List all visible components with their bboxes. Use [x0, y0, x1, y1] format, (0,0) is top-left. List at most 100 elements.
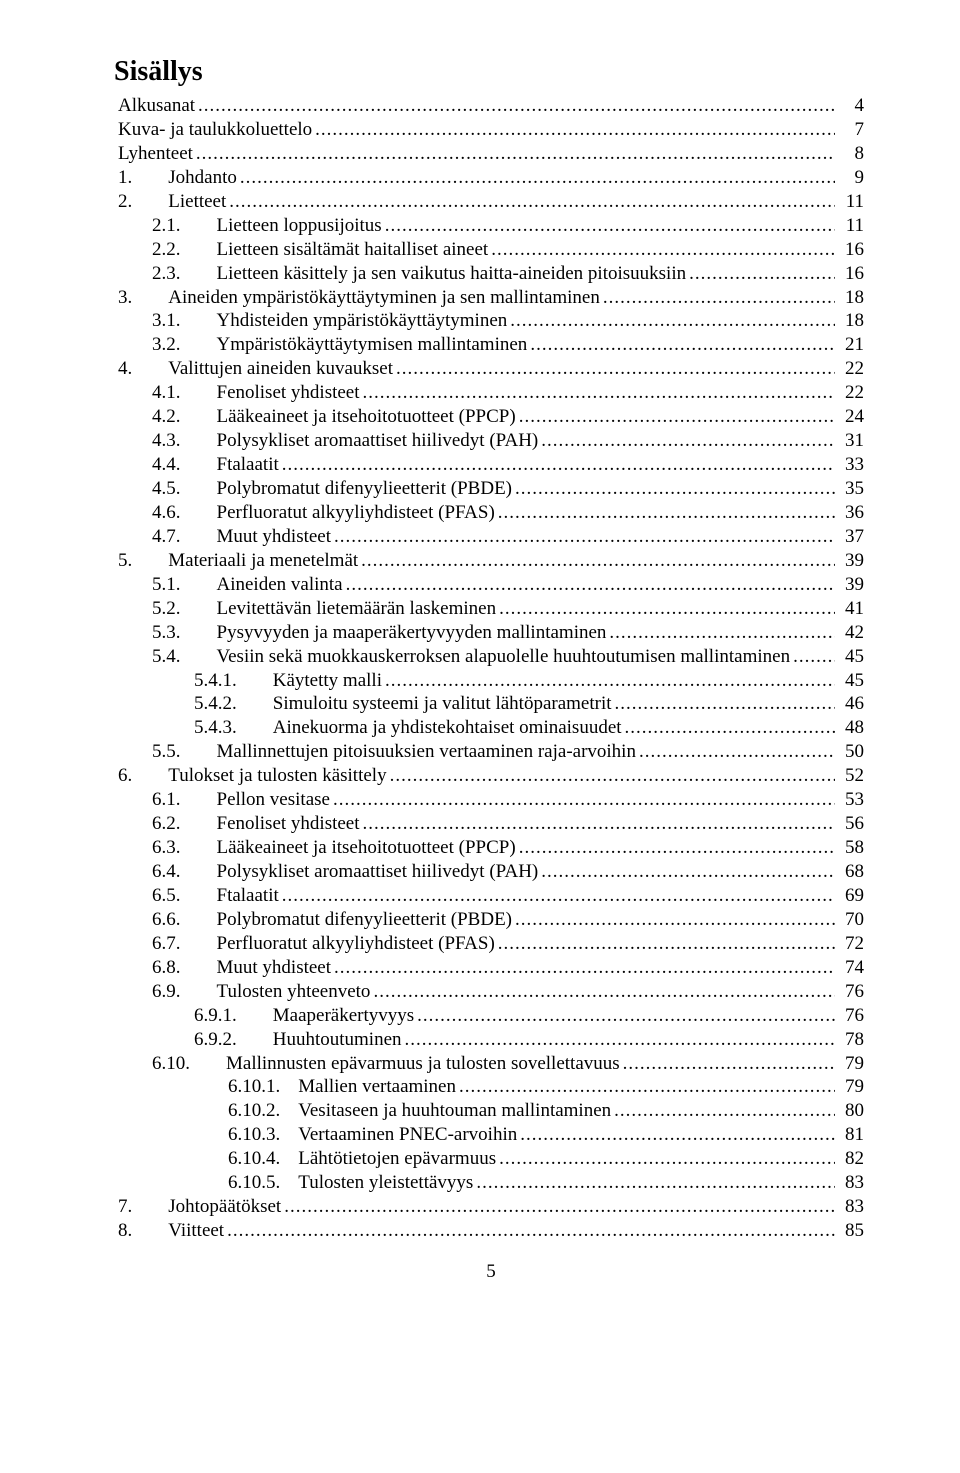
- toc-entry-page[interactable]: 83: [838, 1195, 864, 1219]
- toc-entry-label[interactable]: 5.3.Pysyvyyden ja maaperäkertyvyyden mal…: [152, 621, 606, 645]
- toc-entry-page[interactable]: 8: [838, 142, 864, 166]
- toc-entry-label[interactable]: 6.3.Lääkeaineet ja itsehoitotuotteet (PP…: [152, 836, 516, 860]
- toc-entry-label[interactable]: 6.Tulokset ja tulosten käsittely: [118, 764, 387, 788]
- toc-entry-page[interactable]: 78: [838, 1028, 864, 1052]
- toc-entry-label[interactable]: 6.10.Mallinnusten epävarmuus ja tulosten…: [152, 1052, 620, 1076]
- toc-entry-label[interactable]: 6.7.Perfluoratut alkyyliyhdisteet (PFAS): [152, 932, 495, 956]
- toc-entry-label[interactable]: 5.4.3.Ainekuorma ja yhdistekohtaiset omi…: [194, 716, 622, 740]
- toc-entry-label[interactable]: 6.10.4.Lähtötietojen epävarmuus: [228, 1147, 496, 1171]
- toc-entry-page[interactable]: 16: [838, 262, 864, 286]
- toc-entry-label[interactable]: 4.1.Fenoliset yhdisteet: [152, 381, 360, 405]
- toc-entry-page[interactable]: 74: [838, 956, 864, 980]
- toc-entry-title: Aineiden ympäristökäyttäytyminen ja sen …: [168, 287, 600, 308]
- toc-entry-label[interactable]: Alkusanat: [118, 94, 195, 118]
- toc-entry-page[interactable]: 21: [838, 333, 864, 357]
- toc-entry-label[interactable]: 4.6.Perfluoratut alkyyliyhdisteet (PFAS): [152, 501, 495, 525]
- toc-entry-page[interactable]: 53: [838, 788, 864, 812]
- toc-entry-page[interactable]: 58: [838, 836, 864, 860]
- toc-entry-label[interactable]: 4.3.Polysykliset aromaattiset hiilivedyt…: [152, 429, 538, 453]
- toc-entry-label[interactable]: 6.9.Tulosten yhteenveto: [152, 980, 370, 1004]
- toc-entry-label[interactable]: Kuva- ja taulukkoluettelo: [118, 118, 312, 142]
- toc-entry-label[interactable]: 3.Aineiden ympäristökäyttäytyminen ja se…: [118, 286, 600, 310]
- toc-entry-page[interactable]: 36: [838, 501, 864, 525]
- toc-entry-page[interactable]: 46: [838, 692, 864, 716]
- toc-entry-page[interactable]: 33: [838, 453, 864, 477]
- toc-entry-page[interactable]: 52: [838, 764, 864, 788]
- toc-entry-label[interactable]: 6.1.Pellon vesitase: [152, 788, 330, 812]
- toc-entry-label[interactable]: 6.5.Ftalaatit: [152, 884, 279, 908]
- toc-entry-page[interactable]: 24: [838, 405, 864, 429]
- toc-entry-page[interactable]: 22: [838, 381, 864, 405]
- toc-entry-label[interactable]: 6.8.Muut yhdisteet: [152, 956, 331, 980]
- toc-entry-label[interactable]: 7.Johtopäätökset: [118, 1195, 281, 1219]
- toc-entry-title: Viitteet: [168, 1220, 224, 1241]
- toc-entry-label[interactable]: 1.Johdanto: [118, 166, 237, 190]
- toc-entry-label[interactable]: 6.4.Polysykliset aromaattiset hiilivedyt…: [152, 860, 538, 884]
- toc-entry-label[interactable]: 6.6.Polybromatut difenyylieetterit (PBDE…: [152, 908, 512, 932]
- toc-entry-label[interactable]: 4.7.Muut yhdisteet: [152, 525, 331, 549]
- toc-entry-page[interactable]: 83: [838, 1171, 864, 1195]
- toc-entry-label[interactable]: 5.Materiaali ja menetelmät: [118, 549, 358, 573]
- toc-entry-label[interactable]: 2.1.Lietteen loppusijoitus: [152, 214, 382, 238]
- toc-entry-label[interactable]: 5.1.Aineiden valinta: [152, 573, 343, 597]
- toc-entry-label[interactable]: 6.10.5.Tulosten yleistettävyys: [228, 1171, 473, 1195]
- toc-entry-page[interactable]: 37: [838, 525, 864, 549]
- toc-entry-page[interactable]: 11: [838, 190, 864, 214]
- toc-entry-label[interactable]: 6.10.1.Mallien vertaaminen: [228, 1075, 456, 1099]
- toc-entry-label[interactable]: 5.4.1.Käytetty malli: [194, 669, 382, 693]
- toc-entry-page[interactable]: 79: [838, 1075, 864, 1099]
- toc-entry-label[interactable]: 6.2.Fenoliset yhdisteet: [152, 812, 360, 836]
- toc-entry-page[interactable]: 18: [838, 286, 864, 310]
- toc-entry-page[interactable]: 11: [838, 214, 864, 238]
- toc-entry-page[interactable]: 39: [838, 549, 864, 573]
- toc-row: 4.2.Lääkeaineet ja itsehoitotuotteet (PP…: [118, 405, 864, 429]
- toc-entry-page[interactable]: 85: [838, 1219, 864, 1243]
- toc-entry-label[interactable]: 5.2.Levitettävän lietemäärän laskeminen: [152, 597, 496, 621]
- toc-entry-page[interactable]: 41: [838, 597, 864, 621]
- toc-entry-label[interactable]: 3.1.Yhdisteiden ympäristökäyttäytyminen: [152, 309, 507, 333]
- toc-entry-page[interactable]: 48: [838, 716, 864, 740]
- toc-entry-page[interactable]: 7: [838, 118, 864, 142]
- toc-entry-page[interactable]: 81: [838, 1123, 864, 1147]
- toc-entry-page[interactable]: 39: [838, 573, 864, 597]
- toc-entry-page[interactable]: 76: [838, 1004, 864, 1028]
- toc-entry-page[interactable]: 35: [838, 477, 864, 501]
- toc-entry-label[interactable]: 6.10.2.Vesitaseen ja huuhtouman mallinta…: [228, 1099, 611, 1123]
- toc-entry-page[interactable]: 80: [838, 1099, 864, 1123]
- toc-entry-label[interactable]: 6.9.2.Huuhtoutuminen: [194, 1028, 402, 1052]
- toc-entry-label[interactable]: 4.4.Ftalaatit: [152, 453, 279, 477]
- toc-entry-label[interactable]: 8.Viitteet: [118, 1219, 224, 1243]
- toc-entry-label[interactable]: 5.4.2.Simuloitu systeemi ja valitut läht…: [194, 692, 612, 716]
- toc-entry-page[interactable]: 82: [838, 1147, 864, 1171]
- toc-entry-label[interactable]: 6.10.3.Vertaaminen PNEC-arvoihin: [228, 1123, 517, 1147]
- toc-entry-page[interactable]: 76: [838, 980, 864, 1004]
- toc-entry-label[interactable]: 5.4.Vesiin sekä muokkauskerroksen alapuo…: [152, 645, 790, 669]
- toc-entry-label[interactable]: Lyhenteet: [118, 142, 193, 166]
- toc-row: 6.10.5.Tulosten yleistettävyys 83: [118, 1171, 864, 1195]
- toc-entry-label[interactable]: 6.9.1.Maaperäkertyvyys: [194, 1004, 414, 1028]
- toc-entry-page[interactable]: 16: [838, 238, 864, 262]
- toc-entry-page[interactable]: 31: [838, 429, 864, 453]
- toc-entry-page[interactable]: 18: [838, 309, 864, 333]
- toc-entry-label[interactable]: 3.2.Ympäristökäyttäytymisen mallintamine…: [152, 333, 527, 357]
- toc-entry-page[interactable]: 69: [838, 884, 864, 908]
- toc-entry-label[interactable]: 4.5.Polybromatut difenyylieetterit (PBDE…: [152, 477, 512, 501]
- toc-entry-page[interactable]: 72: [838, 932, 864, 956]
- toc-entry-page[interactable]: 50: [838, 740, 864, 764]
- toc-entry-label[interactable]: 4.Valittujen aineiden kuvaukset: [118, 357, 393, 381]
- toc-entry-page[interactable]: 45: [838, 669, 864, 693]
- toc-entry-label[interactable]: 2.Lietteet: [118, 190, 226, 214]
- toc-entry-page[interactable]: 22: [838, 357, 864, 381]
- toc-entry-label[interactable]: 5.5.Mallinnettujen pitoisuuksien vertaam…: [152, 740, 636, 764]
- toc-entry-label[interactable]: 2.3.Lietteen käsittely ja sen vaikutus h…: [152, 262, 686, 286]
- toc-entry-label[interactable]: 2.2.Lietteen sisältämät haitalliset aine…: [152, 238, 488, 262]
- toc-entry-page[interactable]: 70: [838, 908, 864, 932]
- toc-entry-page[interactable]: 56: [838, 812, 864, 836]
- toc-entry-page[interactable]: 42: [838, 621, 864, 645]
- toc-entry-page[interactable]: 45: [838, 645, 864, 669]
- toc-entry-page[interactable]: 9: [838, 166, 864, 190]
- toc-entry-label[interactable]: 4.2.Lääkeaineet ja itsehoitotuotteet (PP…: [152, 405, 516, 429]
- toc-entry-page[interactable]: 68: [838, 860, 864, 884]
- toc-entry-page[interactable]: 4: [838, 94, 864, 118]
- toc-entry-page[interactable]: 79: [838, 1052, 864, 1076]
